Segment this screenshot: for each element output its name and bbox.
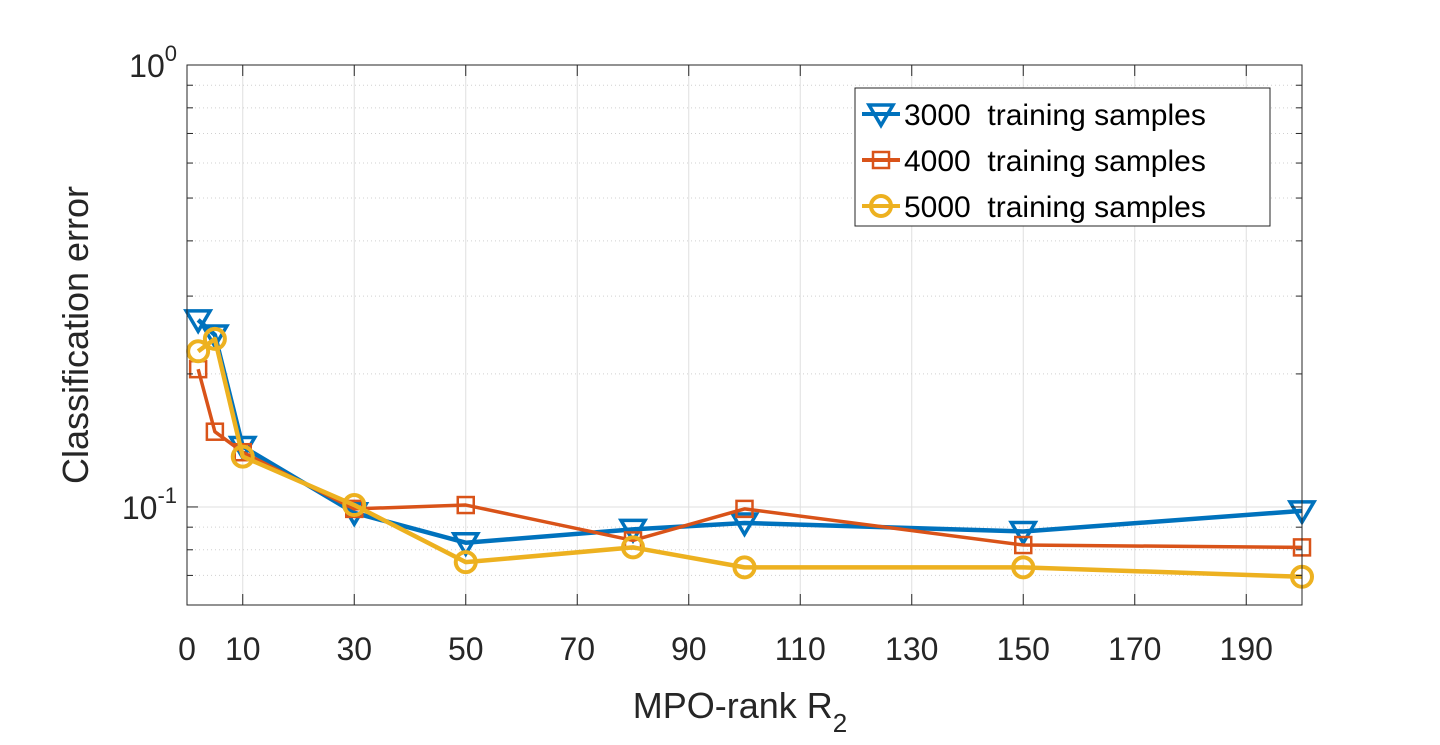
data-point bbox=[456, 495, 475, 515]
x-tick-label: 130 bbox=[885, 631, 938, 667]
data-point bbox=[1014, 535, 1033, 555]
y-tick-label-base: 10 bbox=[129, 48, 165, 84]
legend-swatch-marker bbox=[865, 103, 897, 129]
x-tick-label: 10 bbox=[225, 631, 261, 667]
plot-frame bbox=[186, 64, 1303, 606]
data-point bbox=[199, 324, 230, 350]
data-point bbox=[732, 555, 757, 580]
x-tick-label: 70 bbox=[559, 631, 595, 667]
y-tick-label: 10-1 bbox=[122, 483, 177, 526]
x-tick-label: 90 bbox=[671, 631, 707, 667]
series-3 bbox=[186, 326, 1314, 589]
x-tick-label: 0 bbox=[178, 631, 196, 667]
legend-swatch-marker bbox=[871, 150, 891, 170]
data-point bbox=[183, 309, 214, 335]
x-tick-label: 150 bbox=[997, 631, 1050, 667]
data-point bbox=[186, 339, 211, 364]
y-tick-label-base: 10 bbox=[122, 490, 158, 526]
legend-entry-2: 4000 training samples bbox=[862, 145, 1206, 178]
data-point bbox=[230, 444, 255, 469]
series-layer bbox=[183, 309, 1318, 589]
legend-label: 3000 training samples bbox=[904, 99, 1206, 132]
data-point bbox=[735, 499, 754, 519]
data-point bbox=[1011, 555, 1036, 580]
data-point bbox=[453, 550, 478, 575]
data-point bbox=[1008, 520, 1039, 547]
series-line bbox=[196, 368, 1303, 550]
x-tick-label: 110 bbox=[775, 631, 826, 667]
legend: 3000 training samples 4000 training sampl… bbox=[854, 87, 1271, 227]
data-point bbox=[342, 493, 367, 518]
x-tick-label: 30 bbox=[336, 631, 372, 667]
x-axis-label: MPO-rank R2 bbox=[633, 685, 848, 738]
data-point bbox=[729, 512, 760, 538]
x-tick-label: 50 bbox=[448, 631, 484, 667]
y-tick-label: 100 bbox=[129, 41, 177, 84]
data-point bbox=[450, 531, 481, 558]
legend-label: 4000 training samples bbox=[904, 145, 1206, 178]
data-point bbox=[621, 535, 645, 560]
x-tick-label: 170 bbox=[1108, 631, 1161, 667]
legend-swatch-marker bbox=[869, 194, 893, 218]
y-tick-label-exponent: -1 bbox=[157, 483, 177, 508]
ticks bbox=[186, 64, 1302, 606]
legend-label: 5000 training samples bbox=[904, 191, 1206, 224]
series-line bbox=[196, 336, 1303, 580]
data-point bbox=[202, 326, 227, 351]
x-tick-label: 190 bbox=[1220, 631, 1273, 667]
y-axis-label: Classification error bbox=[55, 186, 96, 484]
data-point bbox=[205, 422, 225, 441]
data-point bbox=[617, 518, 649, 545]
legend-entry-1: 3000 training samples bbox=[862, 99, 1206, 132]
y-tick-label-exponent: 0 bbox=[165, 41, 177, 66]
x-axis-label-subscript: 2 bbox=[833, 708, 847, 738]
legend-entry-3: 5000 training samples bbox=[862, 191, 1206, 224]
legend-box bbox=[854, 87, 1271, 227]
